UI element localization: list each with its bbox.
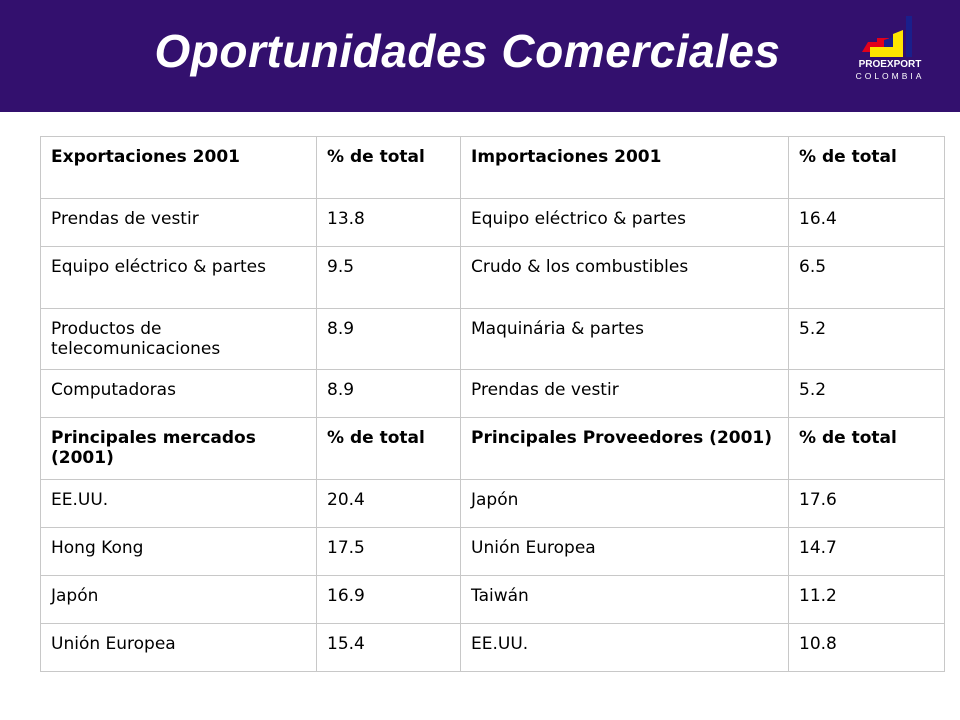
table-header-row: Exportaciones 2001 % de total Importacio… <box>40 136 945 199</box>
table-row: Equipo eléctrico & partes 9.5 Crudo & lo… <box>40 246 945 309</box>
table-cell: Japón <box>40 575 317 624</box>
header-cell: % de total <box>788 417 945 480</box>
table-cell: EE.UU. <box>460 623 789 672</box>
header-cell: % de total <box>316 417 461 480</box>
table-row: Unión Europea 15.4 EE.UU. 10.8 <box>40 623 945 672</box>
table-cell: 20.4 <box>316 479 461 528</box>
table-cell: Unión Europea <box>460 527 789 576</box>
table-cell: 16.9 <box>316 575 461 624</box>
logo-name: PROEXPORT <box>858 59 922 70</box>
header-cell: Principales mercados (2001) <box>40 417 317 480</box>
table-cell: 8.9 <box>316 308 461 370</box>
table-cell: 6.5 <box>788 246 945 309</box>
header-banner: Oportunidades Comerciales PROEXPORT COLO… <box>0 0 960 112</box>
table-row: Computadoras 8.9 Prendas de vestir 5.2 <box>40 369 945 418</box>
table-row: Hong Kong 17.5 Unión Europea 14.7 <box>40 527 945 576</box>
trade-table: Exportaciones 2001 % de total Importacio… <box>40 136 945 672</box>
table-cell: Japón <box>460 479 789 528</box>
table-cell: 5.2 <box>788 308 945 370</box>
table-cell: Hong Kong <box>40 527 317 576</box>
table-cell: 9.5 <box>316 246 461 309</box>
table-cell: EE.UU. <box>40 479 317 528</box>
table-cell: 15.4 <box>316 623 461 672</box>
table-row: EE.UU. 20.4 Japón 17.6 <box>40 479 945 528</box>
table-cell: Prendas de vestir <box>40 198 317 247</box>
table-cell: Productos de telecomunicaciones <box>40 308 317 370</box>
logo-subtitle: COLOMBIA <box>855 71 925 81</box>
table-row: Prendas de vestir 13.8 Equipo eléctrico … <box>40 198 945 247</box>
table-cell: 10.8 <box>788 623 945 672</box>
table-cell: 14.7 <box>788 527 945 576</box>
header-cell: Exportaciones 2001 <box>40 136 317 199</box>
table-cell: 16.4 <box>788 198 945 247</box>
table-cell: 5.2 <box>788 369 945 418</box>
header-cell: Importaciones 2001 <box>460 136 789 199</box>
header-cell: Principales Proveedores (2001) <box>460 417 789 480</box>
table-row: Productos de telecomunicaciones 8.9 Maqu… <box>40 308 945 370</box>
header-cell: % de total <box>316 136 461 199</box>
table-cell: 13.8 <box>316 198 461 247</box>
table-cell: 17.5 <box>316 527 461 576</box>
table-cell: Crudo & los combustibles <box>460 246 789 309</box>
table-cell: 8.9 <box>316 369 461 418</box>
table-cell: Equipo eléctrico & partes <box>40 246 317 309</box>
table-header-row: Principales mercados (2001) % de total P… <box>40 417 945 480</box>
proexport-logo-icon <box>862 16 912 57</box>
table-cell: Maquinária & partes <box>460 308 789 370</box>
table-cell: Computadoras <box>40 369 317 418</box>
table-cell: Taiwán <box>460 575 789 624</box>
table-row: Japón 16.9 Taiwán 11.2 <box>40 575 945 624</box>
header-cell: % de total <box>788 136 945 199</box>
table-cell: Equipo eléctrico & partes <box>460 198 789 247</box>
table-cell: 17.6 <box>788 479 945 528</box>
table-cell: Prendas de vestir <box>460 369 789 418</box>
page-title: Oportunidades Comerciales <box>154 25 781 77</box>
table-cell: 11.2 <box>788 575 945 624</box>
table-cell: Unión Europea <box>40 623 317 672</box>
